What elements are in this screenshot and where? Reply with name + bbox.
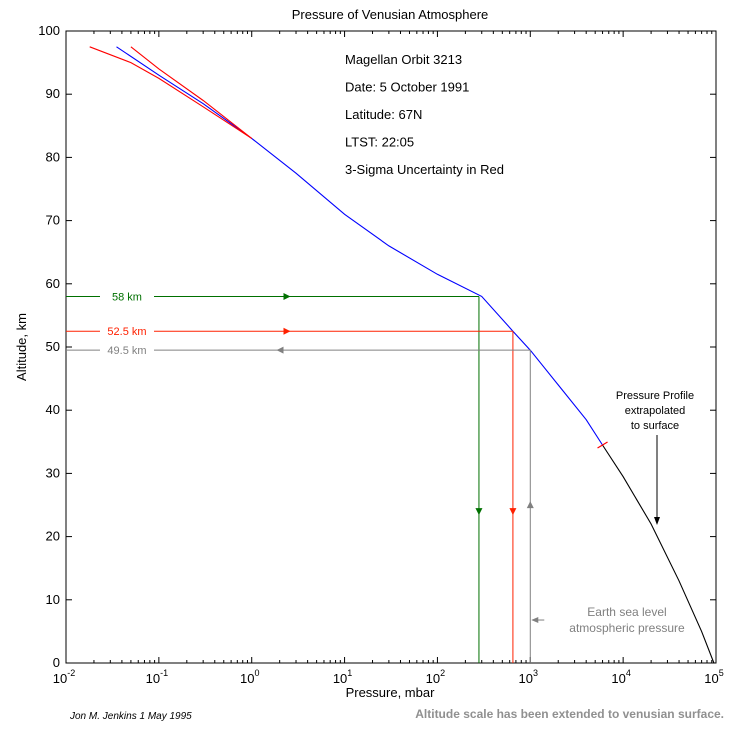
x-tick-base: 10	[53, 671, 67, 686]
chart-title: Pressure of Venusian Atmosphere	[292, 7, 489, 22]
x-tick-base: 10	[611, 671, 625, 686]
y-tick-label: 30	[46, 465, 60, 480]
extrapolation-note: Pressure Profile extrapolated to surface	[616, 390, 694, 525]
x-tick-label: 10-1	[146, 668, 168, 686]
x-tick-base: 10	[146, 671, 160, 686]
y-tick-label: 50	[46, 339, 60, 354]
y-axis-label: Altitude, km	[14, 313, 29, 381]
series-group	[89, 46, 715, 664]
earth-note: Earth sea level atmospheric pressure	[531, 605, 685, 635]
x-tick-label: 100	[240, 668, 259, 686]
extrapolation-arrow-head	[654, 517, 660, 525]
series-line-3	[130, 46, 253, 139]
marker-v-arrow	[509, 508, 517, 516]
x-tick-base: 10	[704, 671, 718, 686]
y-tick-label: 40	[46, 402, 60, 417]
series-line-1	[602, 444, 715, 664]
x-axis-label: Pressure, mbar	[346, 685, 436, 700]
x-tick-label: 105	[704, 668, 723, 686]
x-tick-exponent: 2	[440, 668, 445, 678]
annotation-line: 3-Sigma Uncertainty in Red	[345, 162, 504, 177]
x-tick-exponent: 5	[719, 668, 724, 678]
marker-group: 58 km 52.5 km 49.5 km	[66, 291, 534, 663]
marker-0: 58 km	[66, 291, 483, 663]
marker-label: 58 km	[112, 291, 142, 303]
x-tick-base: 10	[333, 671, 347, 686]
x-tick-label: 104	[611, 668, 630, 686]
plot-frame	[65, 30, 717, 664]
x-tick-base: 10	[426, 671, 440, 686]
extrapolation-note-line: Pressure Profile	[616, 390, 694, 402]
earth-arrow-head	[531, 617, 539, 624]
x-tick-exponent: 1	[347, 668, 352, 678]
annotation-line: Latitude: 67N	[345, 107, 422, 122]
extrapolation-note-line: to surface	[631, 420, 679, 432]
y-tick-label: 90	[46, 86, 60, 101]
axis-ticks	[65, 30, 717, 664]
x-tick-exponent: -1	[160, 668, 168, 678]
marker-h-arrow	[283, 292, 291, 300]
series-line-2	[89, 46, 253, 139]
uncertainty-tick	[597, 441, 608, 449]
marker-v-arrow	[475, 508, 483, 516]
extrapolation-note-line: extrapolated	[625, 405, 686, 417]
marker-1: 52.5 km	[66, 326, 517, 663]
annotation-line: Date: 5 October 1991	[345, 80, 469, 95]
x-tick-base: 10	[240, 671, 254, 686]
y-tick-label: 10	[46, 592, 60, 607]
annotation-block: Magellan Orbit 3213 Date: 5 October 1991 L…	[345, 52, 504, 177]
marker-h-arrow	[276, 346, 284, 354]
y-tick-label: 0	[53, 655, 60, 670]
marker-label: 49.5 km	[107, 345, 146, 357]
y-tick-label: 20	[46, 529, 60, 544]
series-line-0	[116, 46, 603, 446]
annotation-line: LTST: 22:05	[345, 135, 414, 150]
x-tick-labels: 10-2 10-1 100 101 102 103 104 105	[53, 668, 724, 686]
x-tick-label: 103	[519, 668, 538, 686]
x-tick-label: 101	[333, 668, 352, 686]
marker-v-arrow	[526, 501, 534, 509]
x-tick-exponent: 3	[533, 668, 538, 678]
annotation-line: Magellan Orbit 3213	[345, 52, 462, 67]
marker-label: 52.5 km	[107, 326, 146, 338]
footer-note: Altitude scale has been extended to venu…	[415, 707, 724, 721]
x-tick-exponent: 4	[626, 668, 631, 678]
x-tick-base: 10	[519, 671, 533, 686]
marker-h-arrow	[283, 327, 291, 335]
author-credit: Jon M. Jenkins 1 May 1995	[69, 711, 192, 722]
x-tick-exponent: -2	[67, 668, 75, 678]
x-tick-label: 10-2	[53, 668, 75, 686]
x-tick-label: 102	[426, 668, 445, 686]
y-tick-label: 80	[46, 149, 60, 164]
y-tick-label: 60	[46, 276, 60, 291]
y-tick-label: 70	[46, 213, 60, 228]
x-tick-exponent: 0	[254, 668, 259, 678]
earth-note-line: Earth sea level	[587, 605, 666, 619]
y-tick-label: 100	[38, 23, 60, 38]
earth-note-line: atmospheric pressure	[569, 621, 685, 635]
y-tick-labels: 0 10 20 30 40 50 60 70 80 90 100	[38, 23, 60, 670]
marker-2: 49.5 km	[66, 345, 534, 663]
